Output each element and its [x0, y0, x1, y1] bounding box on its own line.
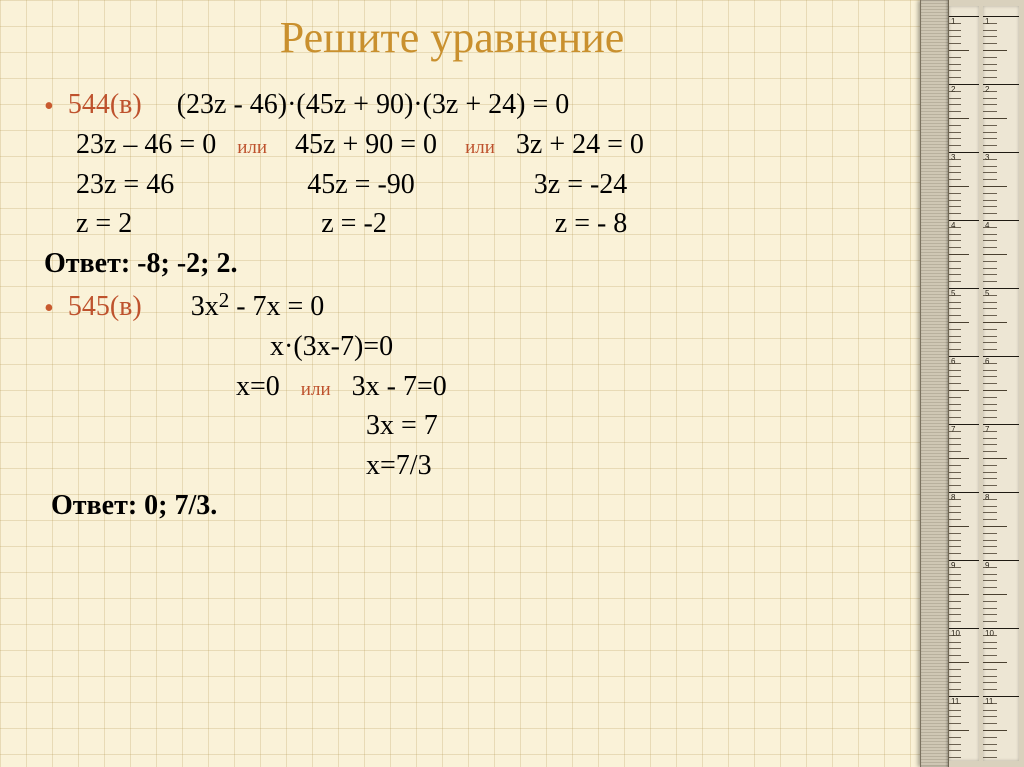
- ruler-panel: 1234567891011 1234567891011: [920, 0, 1024, 767]
- p544-c1a: 23z – 46 = 0: [76, 129, 216, 160]
- p545-step-1: x·(3x-7)=0: [44, 327, 860, 367]
- p544-c2c: 3z = -24: [534, 169, 628, 200]
- p544-c1b: 45z + 90 = 0: [295, 129, 437, 160]
- p544-c3b: z = -2: [321, 208, 387, 239]
- p545-s2-left: x=0: [236, 371, 280, 402]
- slide: Решите уравнение • 544(в) (23z - 46)·(45…: [0, 0, 920, 767]
- ruler-tick-label: 10: [951, 629, 960, 638]
- problem-label: 544(в): [68, 89, 142, 120]
- p544-c2a: 23z = 46: [76, 169, 174, 200]
- ruler-tick-label: 4: [951, 221, 955, 230]
- or-label: или: [237, 137, 267, 158]
- p544-case-row-2: 23z = 46 45z = -90 3z = -24: [44, 165, 860, 205]
- slide-title: Решите уравнение: [44, 12, 860, 63]
- ruler-tick-label: 10: [985, 629, 994, 638]
- p544-answer: Ответ: -8; -2; 2.: [44, 244, 860, 284]
- ruler-tick-label: 1: [985, 17, 989, 26]
- p544-c3a: z = 2: [76, 208, 132, 239]
- p545-step-2: x=0 или 3x - 7=0: [44, 367, 860, 407]
- ruler-tick-label: 7: [951, 425, 955, 434]
- ruler-tick-label: 2: [985, 85, 989, 94]
- p544-case-row-1: 23z – 46 = 0 или 45z + 90 = 0 или 3z + 2…: [44, 125, 860, 165]
- answer-value: 0; 7/3.: [144, 490, 217, 521]
- problem-label: 545(в): [68, 291, 142, 322]
- answer-label: Ответ: [44, 248, 121, 279]
- ruler-column-right: 1 2 3 4 5 6 7 8 9 10 11: [983, 6, 1019, 761]
- answer-value: -8; -2; 2.: [137, 248, 237, 279]
- problem-544-heading: 544(в) (23z - 46)·(45z + 90)·(3z + 24) =…: [68, 89, 569, 120]
- ruler-tick-label: 3: [985, 153, 989, 162]
- problem-545: • 545(в) 3x2 - 7x = 0: [44, 284, 860, 327]
- p545-step-3: 3x = 7: [44, 406, 860, 446]
- ruler-tick-label: 3: [951, 153, 955, 162]
- ruler-tick-label: 4: [985, 221, 989, 230]
- ruler-tick-label: 8: [951, 493, 955, 502]
- ruler-tick-label: 5: [951, 289, 955, 298]
- p544-c3c: z = - 8: [555, 208, 628, 239]
- ruler-tick-label: 9: [951, 561, 955, 570]
- ruler-edge: [921, 0, 949, 767]
- bullet-icon: •: [44, 292, 54, 326]
- p545-s2-right: 3x - 7=0: [352, 371, 447, 402]
- ruler-tick-label: 6: [951, 357, 955, 366]
- ruler-tick-label: 5: [985, 289, 989, 298]
- answer-label: Ответ: [51, 490, 128, 521]
- p545-answer: Ответ: 0; 7/3.: [44, 486, 860, 526]
- ruler-tick-label: 2: [951, 85, 955, 94]
- p545-eq-tail: - 7x = 0: [229, 291, 324, 322]
- ruler-tick-label: 1: [951, 17, 955, 26]
- p544-c1c: 3z + 24 = 0: [516, 129, 644, 160]
- bullet-icon: •: [44, 90, 54, 124]
- or-label: или: [301, 379, 331, 400]
- ruler-tick-label: 7: [985, 425, 989, 434]
- p545-eq-base: 3x: [191, 291, 219, 322]
- ruler-tick-label: 8: [985, 493, 989, 502]
- problem-544-eq: (23z - 46)·(45z + 90)·(3z + 24) = 0: [177, 89, 570, 120]
- title-text: Решите уравнение: [280, 13, 625, 62]
- ruler-tick-label: 9: [985, 561, 989, 570]
- ruler-tick-label: 11: [985, 697, 993, 706]
- p544-c2b: 45z = -90: [307, 169, 415, 200]
- ruler-column-left: 1 2 3 4 5 6 7 8 9 10 11: [949, 6, 979, 761]
- ruler-tick-label: 6: [985, 357, 989, 366]
- problem-544: • 544(в) (23z - 46)·(45z + 90)·(3z + 24)…: [44, 85, 860, 125]
- p545-step-4: x=7/3: [44, 446, 860, 486]
- or-label: или: [465, 137, 495, 158]
- ruler-tick-label: 11: [951, 697, 959, 706]
- problem-545-heading: 545(в) 3x2 - 7x = 0: [68, 291, 325, 322]
- p544-case-row-3: z = 2 z = -2 z = - 8: [44, 204, 860, 244]
- content-area: • 544(в) (23z - 46)·(45z + 90)·(3z + 24)…: [44, 85, 860, 526]
- p545-eq-exp: 2: [219, 288, 230, 312]
